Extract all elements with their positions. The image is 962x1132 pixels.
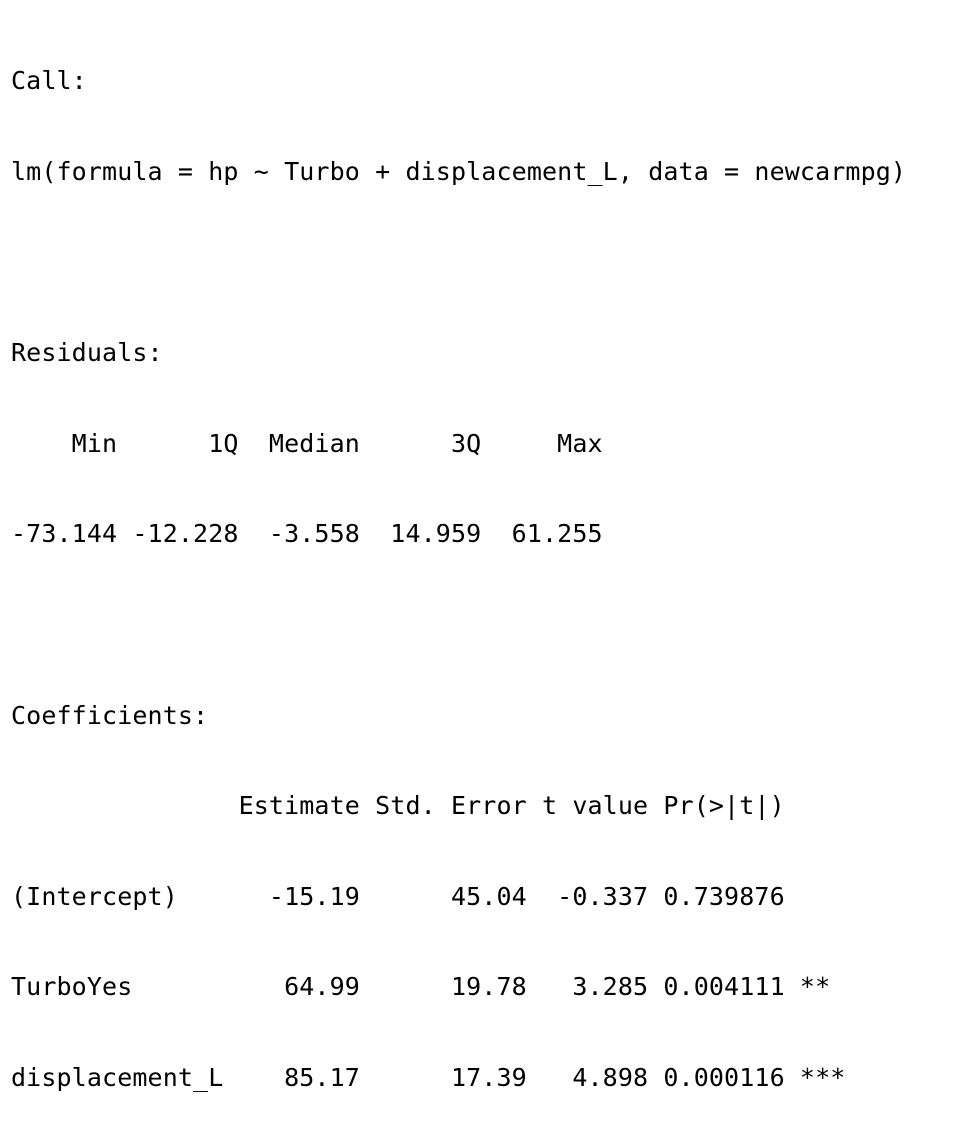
blank-line [11, 248, 952, 278]
coefficient-row-turbo: TurboYes 64.99 19.78 3.285 0.004111 ** [11, 972, 846, 1002]
residuals-header: Min 1Q Median 3Q Max [11, 428, 618, 458]
coefficients-label: Coefficients: [11, 700, 209, 730]
r-console-output: Call: lm(formula = hp ~ Turbo + displace… [11, 6, 952, 1132]
coefficient-row-displacement: displacement_L 85.17 17.39 4.898 0.00011… [11, 1062, 846, 1092]
residuals-label: Residuals: [11, 338, 163, 368]
coefficients-header: Estimate Std. Error t value Pr(>|t|) [11, 791, 846, 821]
blank-line [11, 610, 952, 640]
call-label: Call: [11, 66, 87, 96]
residuals-values: -73.144 -12.228 -3.558 14.959 61.255 [11, 519, 618, 549]
call-formula: lm(formula = hp ~ Turbo + displacement_L… [11, 157, 907, 186]
coefficient-row-intercept: (Intercept) -15.19 45.04 -0.337 0.739876 [11, 881, 846, 911]
